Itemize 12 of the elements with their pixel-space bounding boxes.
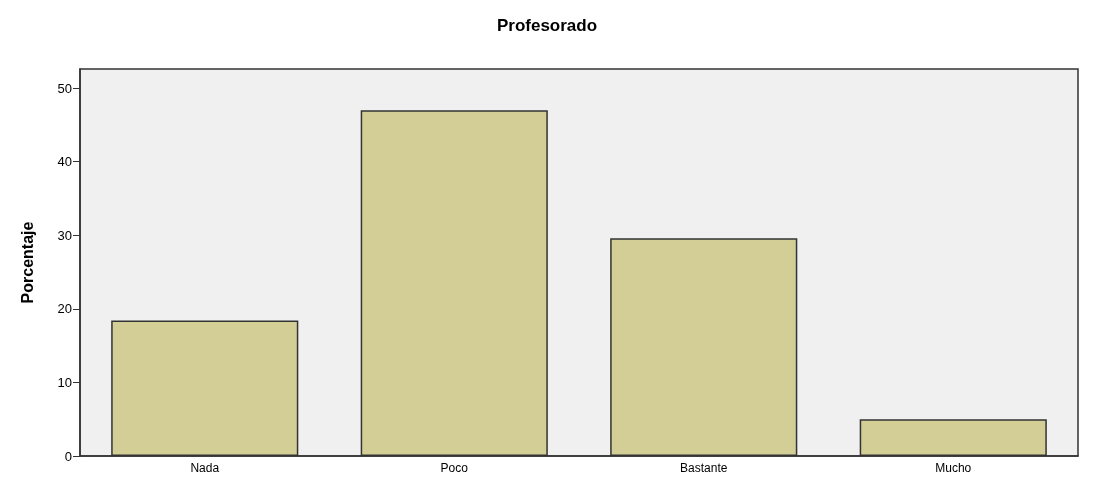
y-tick-label: 20 bbox=[57, 301, 72, 317]
chart-title: Profesorado bbox=[496, 16, 598, 35]
y-tick-label: 10 bbox=[57, 374, 72, 390]
x-tick-label: Nada bbox=[190, 461, 220, 475]
x-tick-label: Poco bbox=[440, 461, 469, 475]
y-tick-label: 50 bbox=[57, 80, 72, 96]
x-tick-label: Mucho bbox=[935, 461, 972, 475]
y-axis-title: Porcentaje bbox=[18, 221, 36, 304]
x-tick-label: Bastante bbox=[680, 461, 728, 475]
y-tick-label: 30 bbox=[57, 227, 72, 243]
y-tick-label: 0 bbox=[64, 448, 72, 464]
y-tick-label: 40 bbox=[57, 154, 72, 170]
